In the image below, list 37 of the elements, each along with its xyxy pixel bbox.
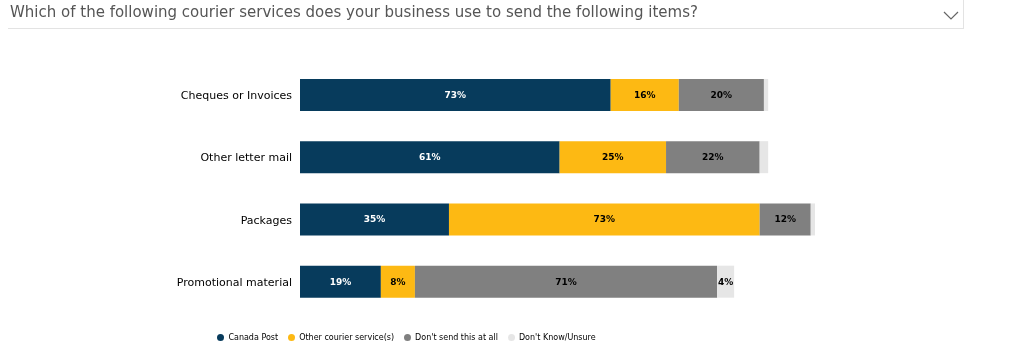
bar <box>300 265 381 298</box>
bar <box>810 203 815 236</box>
y-tick-label: Other letter mail <box>200 151 292 165</box>
data-label: 71% <box>555 276 577 287</box>
bar <box>448 203 760 236</box>
bar <box>666 141 760 174</box>
y-tick-label: Promotional material <box>176 275 292 289</box>
data-label: 35% <box>363 214 386 225</box>
data-label: 73% <box>593 214 616 225</box>
bar <box>763 78 769 111</box>
bar <box>300 141 560 174</box>
chart-title: Which of the following courier services does your business use to send the following items? <box>10 3 698 21</box>
data-label: 4% <box>717 276 734 287</box>
legend-label: Don't send this at all <box>415 333 498 342</box>
legend-label: Canada Post <box>228 333 279 342</box>
data-label: 22% <box>702 152 724 163</box>
bar <box>759 141 769 174</box>
data-label: 19% <box>329 276 352 287</box>
data-label: 61% <box>419 152 441 163</box>
data-label: 20% <box>710 89 733 100</box>
bar <box>610 78 679 111</box>
legend-label: Don't Know/Unsure <box>518 333 596 342</box>
bar <box>300 78 611 111</box>
bar <box>300 203 449 236</box>
bar <box>559 141 667 174</box>
data-label: 73% <box>444 89 467 100</box>
bar <box>678 78 764 111</box>
data-label: 16% <box>633 89 656 100</box>
y-tick-label: Packages <box>240 213 293 227</box>
bar <box>759 203 811 236</box>
bar <box>414 265 718 298</box>
data-label: 8% <box>390 276 406 287</box>
data-label: 12% <box>774 214 796 225</box>
bar <box>380 265 415 298</box>
y-tick-label: Cheques or Invoices <box>180 89 293 103</box>
data-label: 25% <box>602 152 624 163</box>
legend-label: Other courier service(s) <box>299 333 395 342</box>
